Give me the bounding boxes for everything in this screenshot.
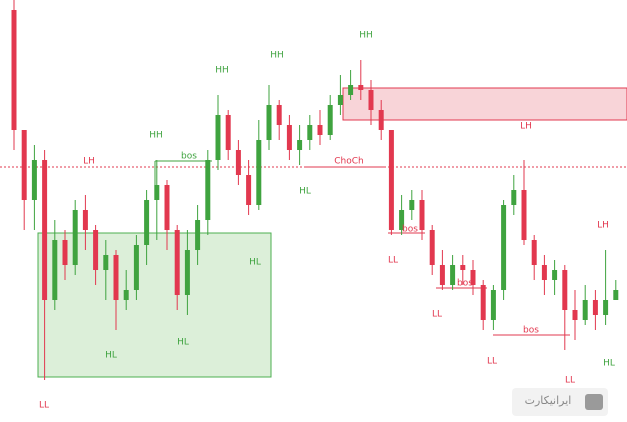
annotation: bos [402, 225, 418, 235]
candle-body [552, 270, 558, 280]
annotation: HL [299, 187, 311, 197]
candle-body [531, 240, 537, 265]
candle-body [337, 95, 343, 105]
candle-body [225, 115, 231, 150]
annotation: HL [249, 258, 261, 268]
candle-body [501, 205, 507, 290]
candle-body [470, 270, 476, 285]
annotation: LL [565, 376, 575, 386]
annotation: ChoCh [334, 157, 363, 167]
annotation: bos [457, 279, 473, 289]
candle-body [256, 140, 262, 205]
candle-body [31, 160, 37, 200]
candle-body [429, 230, 435, 265]
candle-body [21, 130, 27, 200]
annotation: LL [39, 401, 49, 411]
candle-body [184, 250, 190, 295]
candles [11, 0, 619, 380]
candle-body [572, 310, 578, 320]
annotation: LL [432, 310, 442, 320]
candle-body [541, 265, 547, 280]
candle-body [235, 150, 241, 175]
candle-body [11, 10, 17, 130]
supply-zone [342, 87, 627, 121]
candle-body [52, 240, 58, 300]
candle-body [42, 160, 48, 300]
annotation: LL [487, 357, 497, 367]
candle-body [378, 110, 384, 130]
annotation: bos [181, 152, 197, 162]
annotations: LL HL HL HL HH HH HH HH LH HL LH LL LL LL LL LH HL bos Cho… [39, 31, 615, 411]
candle-body [388, 130, 394, 230]
watermark: ایرانیکارت [525, 394, 572, 407]
candle-body [113, 255, 119, 300]
watermark-box [512, 388, 608, 416]
annotation: HH [215, 66, 229, 76]
candle-body [72, 210, 78, 265]
candle-body [521, 190, 527, 240]
candle-body [123, 290, 129, 300]
annotation: HH [149, 131, 163, 141]
candle-body [439, 265, 445, 285]
candle-body [450, 265, 456, 285]
candle-body [409, 200, 415, 210]
candle-body [82, 210, 88, 230]
candle-body [297, 140, 303, 150]
candle-body [215, 115, 221, 160]
candle-body [195, 220, 201, 250]
annotation: HL [603, 359, 615, 369]
candle-body [368, 90, 374, 110]
annotation: HL [105, 351, 117, 361]
candle-body [613, 290, 619, 300]
candle-body [582, 300, 588, 320]
candle-body [348, 85, 354, 95]
annotation: LH [520, 122, 532, 132]
candle-body [276, 105, 282, 125]
candle-body [460, 265, 466, 270]
candle-body [358, 85, 364, 90]
candle-body [93, 230, 99, 270]
candle-body [317, 125, 323, 135]
candle-body [307, 125, 313, 140]
annotation: LH [83, 157, 95, 167]
candle-body [266, 105, 272, 140]
candle-body [592, 300, 598, 315]
candle-body [164, 185, 170, 230]
candle-body [562, 270, 568, 310]
candle-body [419, 200, 425, 230]
candle-body [103, 255, 109, 270]
candle-body [154, 185, 160, 200]
candle-body [62, 240, 68, 265]
annotation: HH [359, 31, 373, 41]
candle-body [246, 175, 252, 205]
annotation: LL [388, 256, 398, 266]
candle-body [490, 290, 496, 320]
candle-body [327, 105, 333, 135]
candle-body [133, 245, 139, 290]
candle-body [144, 200, 150, 245]
annotation: LH [597, 221, 609, 231]
watermark-logo [585, 394, 603, 410]
annotation: HH [270, 51, 284, 61]
candle-body [286, 125, 292, 150]
candle-body [399, 210, 405, 230]
candle-body [511, 190, 517, 205]
candle-body [174, 230, 180, 295]
annotation: bos [523, 326, 539, 336]
candle-body [603, 300, 609, 315]
annotation: HL [177, 338, 189, 348]
candle-body [480, 285, 486, 320]
candle-body [205, 160, 211, 220]
